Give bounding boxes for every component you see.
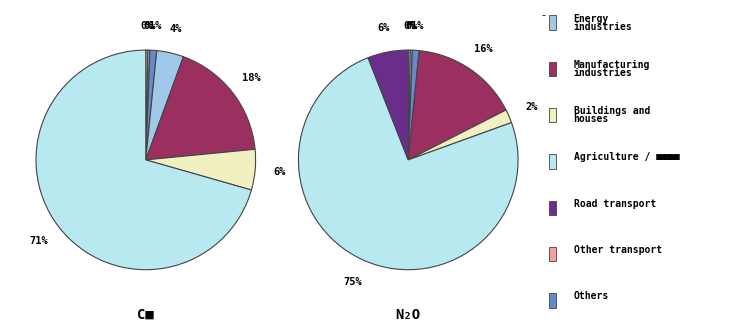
- FancyBboxPatch shape: [549, 62, 555, 76]
- Text: houses: houses: [574, 114, 609, 124]
- Text: C■: C■: [138, 308, 154, 322]
- FancyBboxPatch shape: [549, 154, 555, 169]
- Text: -: -: [542, 10, 545, 20]
- Text: 1%: 1%: [411, 21, 424, 31]
- Text: 0%: 0%: [144, 21, 156, 31]
- Text: 1%: 1%: [149, 21, 161, 31]
- Text: 75%: 75%: [343, 277, 362, 287]
- Text: Energy: Energy: [574, 14, 609, 24]
- Text: 16%: 16%: [475, 44, 494, 54]
- Text: 18%: 18%: [242, 73, 261, 83]
- Text: Manufacturing: Manufacturing: [574, 60, 650, 70]
- Text: 2%: 2%: [525, 102, 537, 111]
- Text: N₂O: N₂O: [396, 308, 421, 322]
- Text: Buildings and: Buildings and: [574, 106, 650, 116]
- Text: 4%: 4%: [169, 24, 182, 34]
- Text: 6%: 6%: [273, 167, 286, 177]
- Wedge shape: [408, 50, 413, 160]
- Wedge shape: [368, 50, 408, 160]
- FancyBboxPatch shape: [549, 201, 555, 215]
- Text: industries: industries: [574, 22, 632, 32]
- Wedge shape: [146, 51, 184, 160]
- Text: 0%: 0%: [403, 21, 416, 31]
- Text: 0%: 0%: [406, 21, 418, 31]
- Text: Agriculture / ■■■■: Agriculture / ■■■■: [574, 152, 679, 162]
- Text: Other transport: Other transport: [574, 245, 662, 255]
- Wedge shape: [146, 50, 150, 160]
- Text: industries: industries: [574, 68, 632, 78]
- Wedge shape: [146, 50, 157, 160]
- FancyBboxPatch shape: [549, 108, 555, 122]
- Text: Others: Others: [574, 291, 609, 301]
- Wedge shape: [408, 50, 410, 160]
- Wedge shape: [408, 51, 506, 160]
- Wedge shape: [146, 57, 255, 160]
- FancyBboxPatch shape: [549, 15, 555, 30]
- Text: 71%: 71%: [29, 235, 48, 245]
- Wedge shape: [298, 58, 518, 270]
- Wedge shape: [146, 149, 256, 190]
- Wedge shape: [36, 50, 252, 270]
- Text: 0%: 0%: [141, 21, 153, 31]
- Text: 6%: 6%: [377, 23, 389, 33]
- FancyBboxPatch shape: [549, 293, 555, 307]
- Text: Road transport: Road transport: [574, 199, 656, 209]
- FancyBboxPatch shape: [549, 247, 555, 261]
- Wedge shape: [408, 50, 419, 160]
- Wedge shape: [146, 50, 148, 160]
- Wedge shape: [408, 110, 512, 160]
